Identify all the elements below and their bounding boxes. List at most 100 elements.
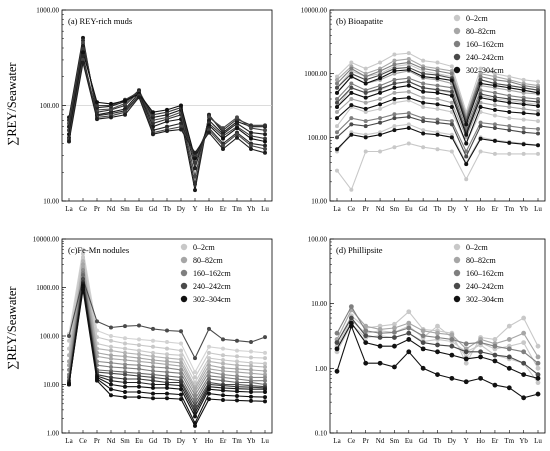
- data-point: [193, 166, 197, 171]
- series-line: [335, 126, 540, 167]
- data-point: [221, 397, 225, 402]
- data-point: [207, 370, 211, 375]
- data-point: [193, 356, 197, 361]
- data-point: [421, 58, 426, 63]
- data-point: [335, 124, 339, 129]
- data-point: [536, 104, 540, 109]
- series-line: [335, 83, 540, 137]
- data-point: [492, 74, 497, 79]
- data-point: [81, 276, 85, 281]
- data-point: [137, 352, 141, 357]
- x-tick-label: Ce: [347, 437, 355, 445]
- data-point: [123, 372, 127, 377]
- data-point: [137, 384, 141, 389]
- data-point: [421, 89, 426, 94]
- data-point: [334, 368, 340, 374]
- y-tick-label: 1000.00: [36, 7, 59, 15]
- data-point: [506, 346, 512, 352]
- x-tick-label: Gd: [419, 437, 428, 445]
- y-tick-label: 10.00: [43, 381, 59, 389]
- x-tick-label: Pr: [363, 205, 370, 213]
- legend-label: 240–242cm: [466, 282, 505, 291]
- data-point: [335, 147, 339, 152]
- y-tick-label: 1.00: [315, 365, 328, 373]
- data-point: [235, 389, 239, 394]
- data-point: [207, 130, 211, 135]
- data-point: [263, 356, 267, 361]
- x-tick-label: Sm: [390, 437, 400, 445]
- data-point: [109, 356, 113, 361]
- series-line: [67, 60, 267, 155]
- data-point: [349, 122, 354, 127]
- y-tick-label: 1000.00: [304, 70, 327, 78]
- data-point: [207, 387, 211, 392]
- data-point: [535, 343, 541, 349]
- panel-a-chart: 10.00 100.00 1000.00 La Ce Pr Nd Sm Eu Gd Tb Dy Y Ho E…: [36, 7, 273, 213]
- y-tick-label: 10.00: [311, 300, 327, 308]
- data-point: [109, 371, 113, 376]
- legend-label: 160–162cm: [466, 269, 505, 278]
- data-point: [165, 359, 169, 364]
- data-point: [81, 255, 85, 260]
- data-point: [235, 363, 239, 368]
- data-point: [221, 143, 225, 148]
- data-point: [392, 329, 397, 335]
- data-point: [435, 76, 440, 81]
- x-tick-label: Ho: [205, 437, 214, 445]
- data-point: [179, 124, 183, 129]
- series-line: [335, 60, 540, 121]
- data-point: [249, 380, 253, 385]
- data-point: [193, 370, 197, 375]
- data-point: [464, 162, 469, 167]
- data-point: [193, 150, 197, 155]
- data-point: [249, 130, 253, 135]
- data-point: [435, 83, 440, 88]
- data-point: [249, 360, 253, 365]
- data-point: [249, 394, 253, 399]
- data-point: [507, 109, 512, 114]
- data-point: [151, 350, 155, 355]
- y-axis-label-bottom: ∑REY/Seawater: [5, 286, 19, 370]
- x-tick-label: Yb: [247, 205, 256, 213]
- data-point: [81, 43, 85, 48]
- data-point: [521, 130, 526, 135]
- data-point: [492, 90, 497, 95]
- data-point: [151, 364, 155, 369]
- data-point: [151, 110, 155, 115]
- data-point: [378, 83, 383, 88]
- data-point: [406, 67, 411, 72]
- panel-d-chart: 0.10 1.00 10.00 100.00 La Ce Pr Nd Sm Eu Gd Tb Dy Y Ho…: [308, 236, 546, 445]
- data-point: [378, 120, 383, 125]
- legend-label: 240–242cm: [193, 282, 232, 291]
- data-point: [249, 364, 253, 369]
- data-point: [363, 119, 368, 124]
- data-point: [249, 147, 253, 152]
- data-point: [165, 107, 169, 112]
- data-point: [335, 130, 339, 135]
- data-point: [449, 109, 454, 114]
- data-point: [449, 78, 454, 83]
- x-tick-label: Eu: [405, 437, 413, 445]
- legend-label: 80–82cm: [193, 256, 224, 265]
- data-point: [81, 262, 85, 267]
- data-point: [165, 340, 169, 345]
- x-tick-label: Nd: [376, 205, 385, 213]
- data-point: [521, 77, 526, 82]
- data-point: [406, 141, 411, 146]
- data-point: [492, 352, 498, 358]
- data-point: [478, 124, 483, 129]
- data-point: [507, 93, 512, 98]
- data-point: [406, 111, 411, 116]
- data-point: [378, 132, 383, 137]
- data-point: [363, 66, 368, 71]
- data-point: [464, 149, 469, 154]
- x-tick-label: Ce: [79, 205, 87, 213]
- data-point: [363, 106, 368, 111]
- data-point: [363, 328, 369, 334]
- data-point: [348, 304, 354, 310]
- data-point: [478, 95, 483, 100]
- data-point: [449, 71, 454, 76]
- data-point: [478, 149, 483, 154]
- legend-label: 80–82cm: [466, 27, 497, 36]
- data-point: [137, 359, 141, 364]
